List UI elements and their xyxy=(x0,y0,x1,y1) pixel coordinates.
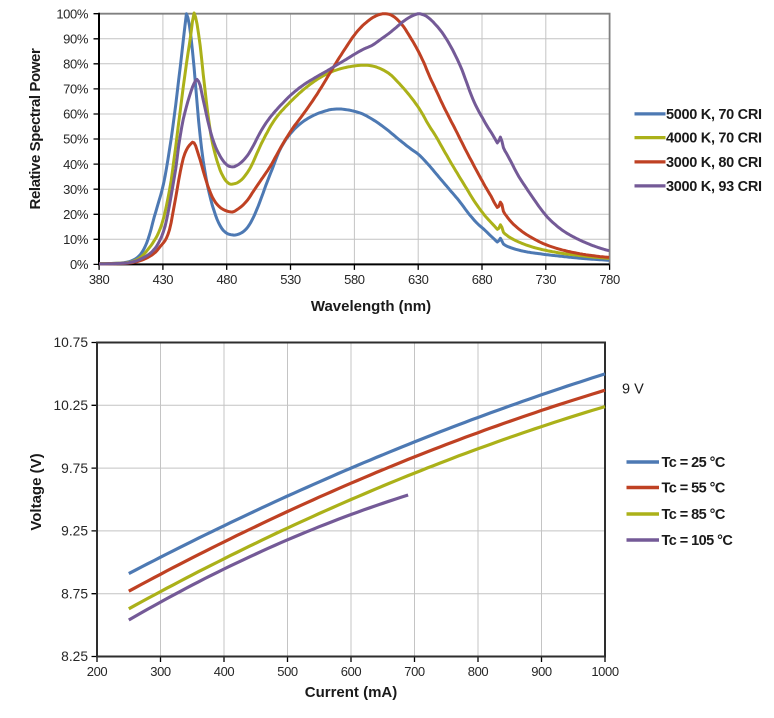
svg-text:Tc = 105 °C: Tc = 105 °C xyxy=(662,533,734,549)
svg-text:0%: 0% xyxy=(70,257,89,272)
svg-text:Relative Spectral Power: Relative Spectral Power xyxy=(27,48,44,209)
svg-text:530: 530 xyxy=(280,272,301,287)
svg-text:Tc = 85 °C: Tc = 85 °C xyxy=(662,507,726,523)
svg-text:900: 900 xyxy=(531,664,552,679)
svg-text:30%: 30% xyxy=(63,182,89,197)
svg-text:9.25: 9.25 xyxy=(61,524,88,539)
svg-text:500: 500 xyxy=(277,664,298,679)
svg-text:8.75: 8.75 xyxy=(61,586,88,601)
svg-text:3000 K, 93 CRI: 3000 K, 93 CRI xyxy=(666,179,762,195)
svg-text:400: 400 xyxy=(214,664,235,679)
svg-text:680: 680 xyxy=(472,272,493,287)
svg-text:9 V: 9 V xyxy=(622,382,644,398)
svg-text:3000 K, 80 CRI: 3000 K, 80 CRI xyxy=(666,155,762,171)
svg-text:Tc = 25 °C: Tc = 25 °C xyxy=(662,455,726,471)
svg-text:5000 K, 70 CRI: 5000 K, 70 CRI xyxy=(666,107,762,123)
svg-text:40%: 40% xyxy=(63,157,89,172)
svg-text:Tc = 55 °C: Tc = 55 °C xyxy=(662,481,726,497)
svg-text:4000 K, 70 CRI: 4000 K, 70 CRI xyxy=(666,131,762,147)
svg-text:630: 630 xyxy=(408,272,429,287)
svg-text:10.25: 10.25 xyxy=(53,398,88,413)
svg-text:730: 730 xyxy=(536,272,557,287)
svg-text:780: 780 xyxy=(599,272,620,287)
svg-text:70%: 70% xyxy=(63,82,89,97)
svg-text:380: 380 xyxy=(89,272,110,287)
svg-text:10.75: 10.75 xyxy=(53,335,88,350)
svg-text:8.25: 8.25 xyxy=(61,649,88,664)
svg-text:300: 300 xyxy=(150,664,171,679)
svg-text:800: 800 xyxy=(468,664,489,679)
svg-text:10%: 10% xyxy=(63,232,89,247)
svg-text:200: 200 xyxy=(87,664,108,679)
svg-text:80%: 80% xyxy=(63,57,89,72)
svg-text:700: 700 xyxy=(404,664,425,679)
svg-text:Voltage (V): Voltage (V) xyxy=(28,453,45,530)
svg-text:1000: 1000 xyxy=(591,664,618,679)
svg-text:20%: 20% xyxy=(63,207,89,222)
svg-text:480: 480 xyxy=(216,272,237,287)
svg-text:430: 430 xyxy=(153,272,174,287)
svg-text:Wavelength (nm): Wavelength (nm) xyxy=(311,298,431,315)
svg-text:90%: 90% xyxy=(63,32,89,47)
svg-text:Current (mA): Current (mA) xyxy=(305,684,398,701)
svg-text:580: 580 xyxy=(344,272,365,287)
svg-text:50%: 50% xyxy=(63,132,89,147)
svg-text:600: 600 xyxy=(341,664,362,679)
svg-text:9.75: 9.75 xyxy=(61,461,88,476)
svg-text:60%: 60% xyxy=(63,107,89,122)
svg-text:100%: 100% xyxy=(56,6,88,21)
